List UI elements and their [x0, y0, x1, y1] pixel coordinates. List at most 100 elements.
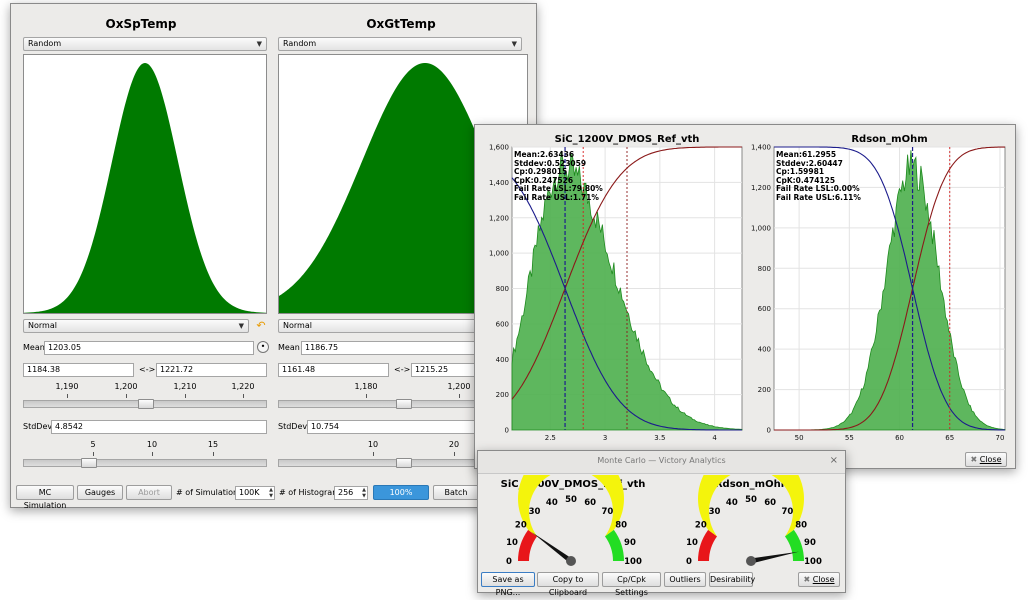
gauge-scale-label: 10 [686, 538, 698, 548]
y-tick-label: 800 [758, 265, 771, 273]
y-tick-label: 800 [496, 285, 509, 293]
right-range-separator: <-> [394, 365, 411, 374]
num-simulation-value: 100K [239, 488, 260, 497]
desirability-button[interactable]: Desirability [709, 572, 755, 587]
left-distribution-select-label: Random [28, 39, 62, 48]
right-type-select[interactable]: Normal [278, 319, 528, 333]
chart-title: SiC_1200V_DMOS_Ref_vth [555, 134, 700, 145]
right-stddev-slider-handle[interactable] [396, 458, 412, 468]
left-mean-label: Mean [23, 343, 45, 352]
outliers-button[interactable]: Outliers [664, 572, 706, 587]
target-icon[interactable]: • [257, 341, 269, 353]
tick-mark [366, 394, 367, 398]
close-icon[interactable]: × [829, 455, 838, 466]
left-mean-tick-label: 1,210 [173, 382, 197, 391]
main-window: OxSpTemp Random ▼ Normal ▼ ↶ Mean 1203.0… [10, 3, 537, 510]
left-type-select-label: Normal [28, 321, 57, 330]
tick-mark [213, 452, 214, 456]
left-stddev-slider-handle[interactable] [81, 458, 97, 468]
chart-title: Rdson_mOhm [851, 134, 927, 145]
left-histogram-svg [24, 63, 266, 313]
gauge-scale-label: 80 [795, 521, 807, 531]
gauge-needle [750, 551, 800, 564]
histogram-close-button[interactable]: ✖ Close [965, 452, 1007, 467]
reset-icon[interactable]: ↶ [256, 319, 266, 332]
right-mean-slider-handle[interactable] [396, 399, 412, 409]
abort-button[interactable]: Abort [126, 485, 172, 500]
left-mean-slider-handle[interactable] [138, 399, 154, 409]
progress-bar: 100% [373, 485, 429, 500]
y-tick-label: 600 [758, 305, 771, 313]
gauge-green-band [604, 529, 624, 561]
left-histogram-area [24, 63, 266, 313]
x-tick-label: 50 [795, 434, 804, 442]
stat-line: Mean:2.63436 [514, 150, 575, 159]
gauge-window-titlebar: Monte Carlo — Victory Analytics × [478, 451, 845, 474]
tick-mark [93, 452, 94, 456]
left-distribution-select[interactable]: Random ▼ [23, 37, 267, 51]
close-icon: ✖ [803, 575, 811, 584]
cp-cpk-settings-button[interactable]: Cp/Cpk Settings [602, 572, 661, 597]
stat-line: Fail Rate LSL:0.00% [776, 184, 860, 193]
left-mean-tick-label: 1,220 [231, 382, 255, 391]
left-mean-field[interactable]: 1203.05 [44, 341, 254, 355]
x-tick-label: 60 [895, 434, 904, 442]
x-tick-label: 70 [996, 434, 1005, 442]
gauge-yellow-band [698, 475, 804, 537]
gauge-scale-label: 20 [695, 521, 707, 531]
y-tick-label: 0 [505, 427, 509, 435]
num-histogram-value: 256 [338, 488, 354, 497]
right-type-select-label: Normal [283, 321, 312, 330]
spin-arrows-icon[interactable]: ▲ ▼ [269, 487, 273, 499]
spin-arrows-icon[interactable]: ▲ ▼ [362, 487, 366, 499]
num-histogram-spinbox[interactable]: 256 ▲ ▼ [334, 486, 368, 500]
batch-button[interactable]: Batch [433, 485, 479, 500]
gauges-button[interactable]: Gauges [77, 485, 123, 500]
left-range-max-field[interactable]: 1221.72 [156, 363, 267, 377]
left-mean-slider[interactable] [23, 399, 267, 409]
right-range-min-field[interactable]: 1161.48 [278, 363, 389, 377]
gauge-scale-label: 50 [745, 495, 757, 505]
save-png-button[interactable]: Save as PNG... [481, 572, 535, 597]
right-stddev-field[interactable]: 10.754 [307, 420, 528, 434]
right-stddev-label: StdDev [278, 422, 308, 431]
gauge-scale-label: 50 [565, 495, 577, 505]
num-simulation-spinbox[interactable]: 100K ▲ ▼ [235, 486, 275, 500]
tick-mark [126, 394, 127, 398]
num-histogram-label: # of Histogram [279, 488, 340, 497]
gauge-scale-label: 30 [709, 507, 721, 517]
copy-clipboard-button[interactable]: Copy to Clipboard [537, 572, 599, 597]
stat-line: CpK:0.474125 [776, 175, 836, 185]
x-tick-label: 3.5 [654, 434, 665, 442]
right-panel-title: OxGtTemp [366, 17, 436, 31]
stat-line: Stddev:0.523059 [514, 158, 587, 168]
gauge-scale-label: 60 [764, 498, 776, 508]
y-tick-label: 1,000 [751, 224, 771, 232]
y-tick-label: 400 [758, 346, 771, 354]
close-icon: ✖ [970, 455, 978, 464]
stat-line: Cp:1.59981 [776, 167, 825, 176]
right-distribution-select[interactable]: Random ▼ [278, 37, 522, 51]
y-tick-label: 600 [496, 320, 509, 328]
left-stddev-tick-label: 15 [207, 440, 219, 449]
chart-2-stats: Mean:61.2955 Stddev:2.60447 Cp:1.59981 CpK:… [776, 150, 861, 202]
gauge-green-band [784, 529, 804, 561]
gauge-close-button[interactable]: ✖ Close [798, 572, 840, 587]
left-type-select[interactable]: Normal ▼ [23, 319, 249, 333]
gauge-scale-label: 90 [804, 538, 816, 548]
left-range-min-field[interactable]: 1184.38 [23, 363, 134, 377]
histogram-charts-svg: SiC_1200V_DMOS_Ref_vth02004006008001,000… [489, 134, 1006, 442]
chart-1: SiC_1200V_DMOS_Ref_vth 0 200 400 600 800 1,000… [489, 134, 743, 442]
left-stddev-slider[interactable] [23, 458, 267, 468]
gauge-scale-label: 90 [624, 538, 636, 548]
stat-line: Fail Rate USL:1.71% [514, 192, 599, 202]
right-mean-tick-label: 1,200 [447, 382, 471, 391]
right-histogram-svg [279, 63, 527, 313]
tick-mark [373, 452, 374, 456]
mc-simulation-button[interactable]: MC Simulation [16, 485, 74, 510]
left-stddev-field[interactable]: 4.8542 [51, 420, 267, 434]
gauge-2-title: Rdson_mOhm [714, 479, 792, 490]
gauge-scale-label: 80 [615, 521, 627, 531]
gauge-yellow-band [518, 475, 624, 537]
